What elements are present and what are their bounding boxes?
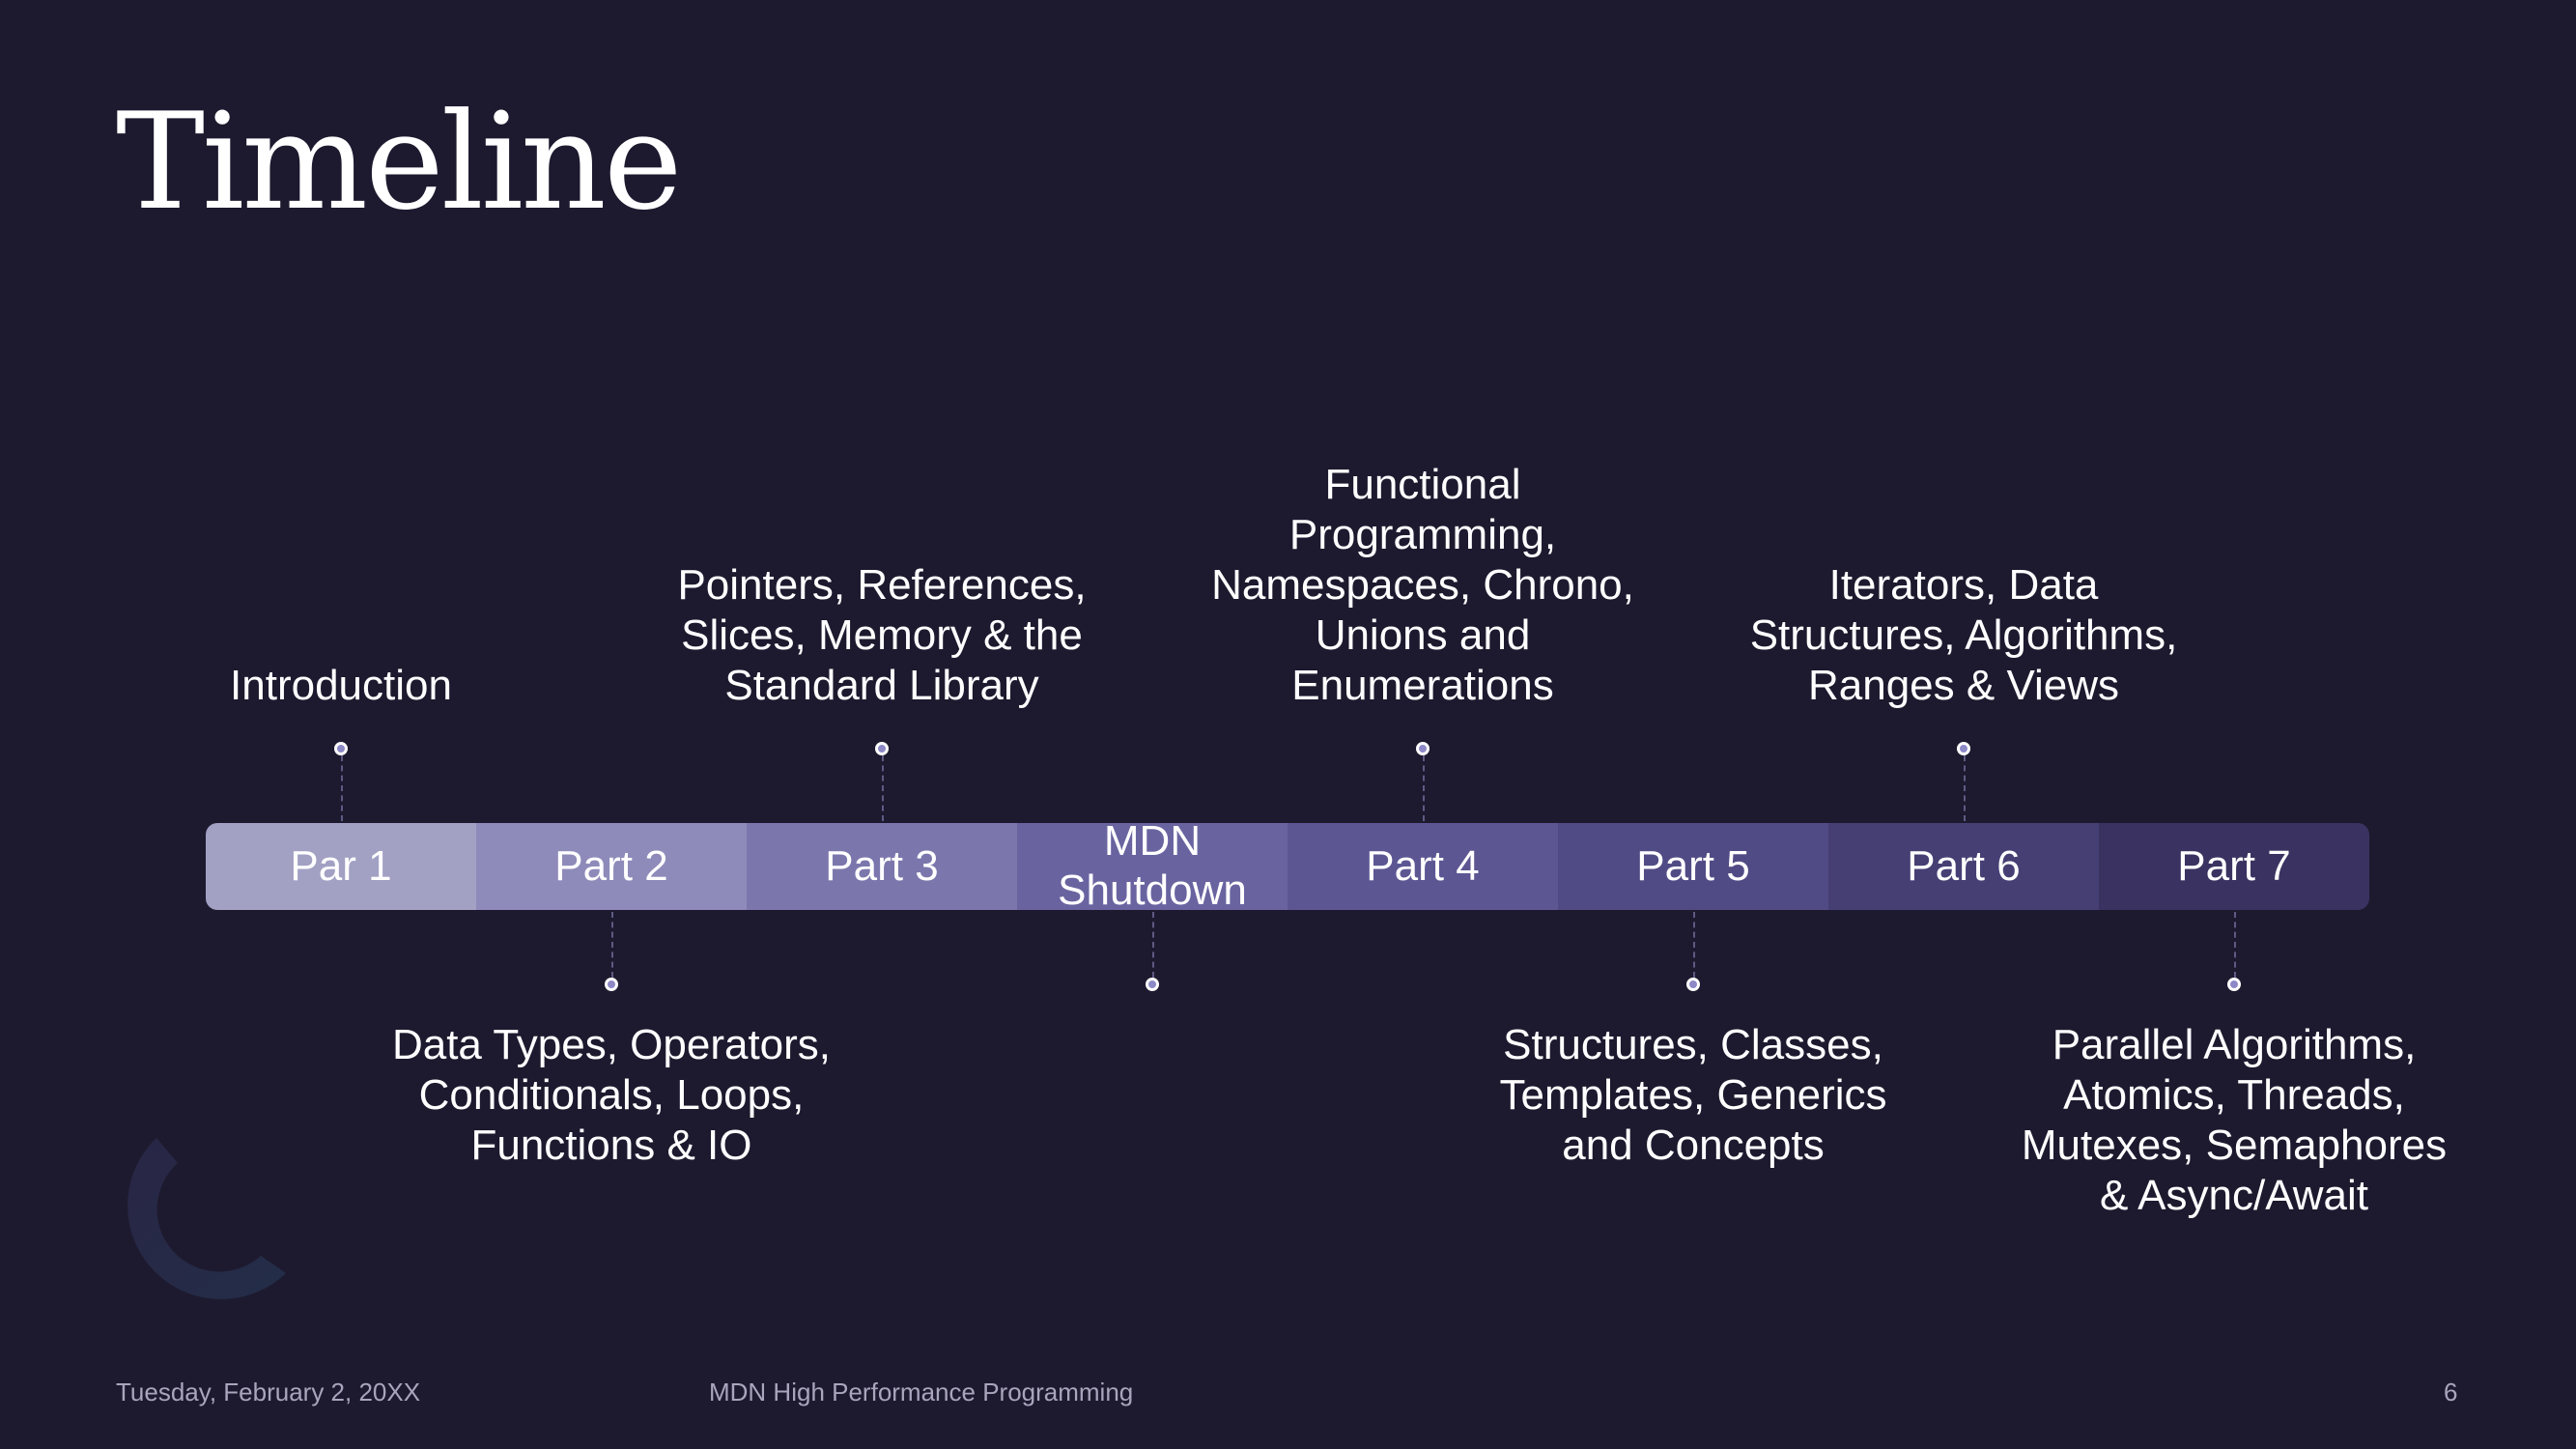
milestone-label-part-6: Iterators, Data Structures, Algorithms, … — [1749, 561, 2178, 709]
milestone-label-part-7: Parallel Algorithms, Atomics, Threads, M… — [2021, 1021, 2448, 1219]
milestone-label-part-3: Pointers, References, Slices, Memory & t… — [677, 561, 1087, 709]
milestone-dot — [334, 742, 348, 755]
milestone-dot — [1957, 742, 1970, 755]
timeline-segment-6: Part 6 — [1828, 823, 2099, 910]
milestone-connector — [1423, 755, 1425, 821]
timeline-segment-5: Part 5 — [1558, 823, 1828, 910]
milestone-connector — [611, 912, 613, 978]
milestone-dot — [875, 742, 889, 755]
milestone-dot — [1686, 978, 1700, 991]
timeline-segment-7: Part 7 — [2099, 823, 2369, 910]
milestone-dot — [1146, 978, 1159, 991]
milestone-connector — [1964, 755, 1966, 821]
milestone-connector — [882, 755, 884, 821]
timeline-bar: Par 1 Part 2 Part 3 MDN Shutdown Part 4 … — [206, 823, 2369, 910]
timeline-segment-mdn-shutdown: MDN Shutdown — [1017, 823, 1288, 910]
milestone-connector — [1152, 912, 1154, 978]
timeline-segment-1: Par 1 — [206, 823, 476, 910]
timeline-segment-4: Part 4 — [1288, 823, 1558, 910]
milestone-dot — [1416, 742, 1430, 755]
timeline-segment-2: Part 2 — [476, 823, 747, 910]
milestone-label-part-2: Data Types, Operators, Conditionals, Loo… — [391, 1021, 832, 1169]
milestone-dot — [605, 978, 618, 991]
milestone-connector — [2234, 912, 2236, 978]
footer-date: Tuesday, February 2, 20XX — [116, 1378, 421, 1406]
footer-course-title: MDN High Performance Programming — [709, 1378, 1134, 1406]
slide-title: Timeline — [116, 84, 683, 240]
footer-page-number: 6 — [2444, 1378, 2458, 1406]
timeline-segment-3: Part 3 — [747, 823, 1017, 910]
decorative-arc-icon — [127, 1138, 286, 1299]
milestone-label-introduction: Introduction — [230, 662, 452, 709]
milestone-label-part-4: Functional Programming, Namespaces, Chro… — [1211, 461, 1634, 709]
milestone-dot — [2227, 978, 2241, 991]
milestone-label-part-5: Structures, Classes, Templates, Generics… — [1499, 1021, 1887, 1169]
milestone-connector — [1693, 912, 1695, 978]
milestone-connector — [341, 755, 343, 821]
